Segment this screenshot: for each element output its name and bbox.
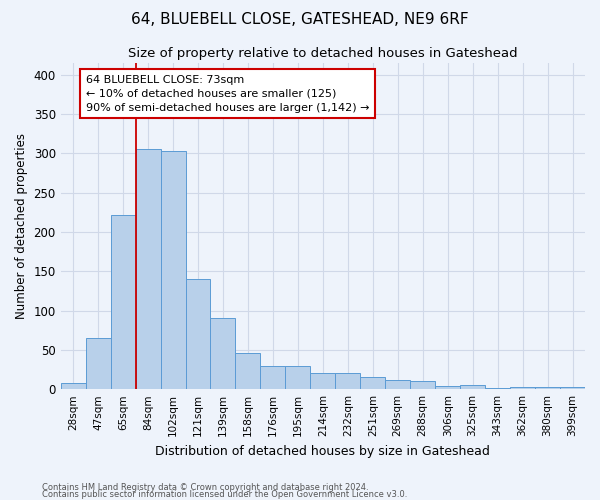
Bar bbox=[435, 386, 460, 389]
Bar bbox=[560, 387, 585, 389]
Bar bbox=[510, 387, 535, 389]
Bar bbox=[61, 383, 86, 389]
Bar bbox=[410, 382, 435, 389]
Bar bbox=[335, 374, 360, 389]
Bar bbox=[161, 151, 185, 389]
Bar bbox=[286, 366, 310, 389]
Text: 64, BLUEBELL CLOSE, GATESHEAD, NE9 6RF: 64, BLUEBELL CLOSE, GATESHEAD, NE9 6RF bbox=[131, 12, 469, 28]
Bar bbox=[86, 338, 110, 389]
Title: Size of property relative to detached houses in Gateshead: Size of property relative to detached ho… bbox=[128, 48, 518, 60]
Bar bbox=[260, 366, 286, 389]
Bar bbox=[460, 386, 485, 389]
Bar bbox=[185, 279, 211, 389]
Bar bbox=[136, 150, 161, 389]
Text: 64 BLUEBELL CLOSE: 73sqm
← 10% of detached houses are smaller (125)
90% of semi-: 64 BLUEBELL CLOSE: 73sqm ← 10% of detach… bbox=[86, 75, 369, 113]
Bar bbox=[211, 318, 235, 389]
Bar bbox=[360, 378, 385, 389]
Text: Contains HM Land Registry data © Crown copyright and database right 2024.: Contains HM Land Registry data © Crown c… bbox=[42, 484, 368, 492]
Y-axis label: Number of detached properties: Number of detached properties bbox=[15, 133, 28, 319]
Text: Contains public sector information licensed under the Open Government Licence v3: Contains public sector information licen… bbox=[42, 490, 407, 499]
Bar bbox=[485, 388, 510, 389]
Bar bbox=[310, 374, 335, 389]
Bar bbox=[385, 380, 410, 389]
X-axis label: Distribution of detached houses by size in Gateshead: Distribution of detached houses by size … bbox=[155, 444, 490, 458]
Bar bbox=[535, 387, 560, 389]
Bar bbox=[235, 353, 260, 389]
Bar bbox=[110, 214, 136, 389]
